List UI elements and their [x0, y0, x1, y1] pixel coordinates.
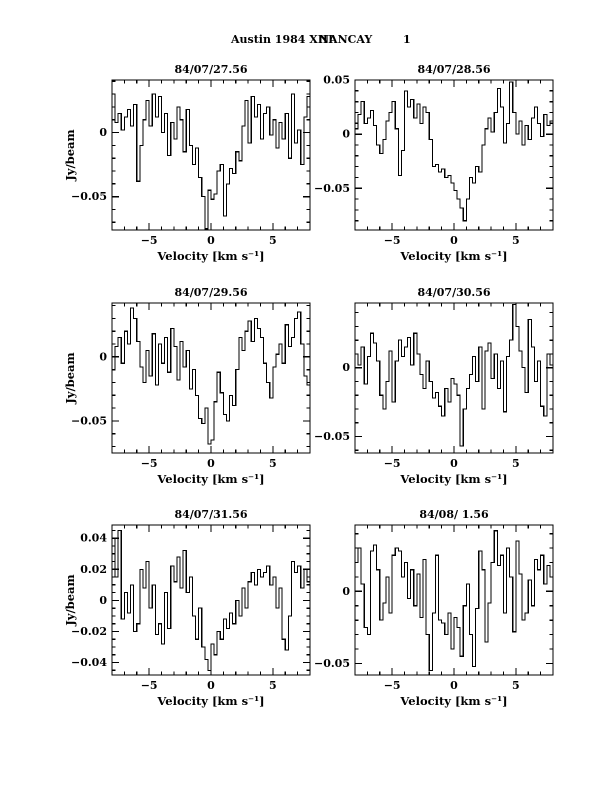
svg-text:−0.02: −0.02 — [71, 625, 107, 638]
x-axis-label: Velocity [km s⁻¹] — [400, 694, 508, 708]
x-axis-label: Velocity [km s⁻¹] — [400, 249, 508, 263]
plot-title: 84/08/ 1.56 — [419, 508, 489, 521]
subplot-84-08-01: 84/08/ 1.56 −5 0 5 0 −0.05 Velocity [km s⁻¹] — [270, 507, 570, 737]
plot-title: 84/07/31.56 — [174, 508, 248, 521]
page-number: 1 — [403, 33, 411, 46]
svg-text:5: 5 — [512, 679, 520, 692]
x-axis-label: Velocity [km s⁻¹] — [400, 472, 508, 486]
svg-text:0.02: 0.02 — [80, 563, 107, 576]
svg-text:0: 0 — [342, 585, 350, 598]
svg-text:−0.04: −0.04 — [71, 656, 107, 669]
subplot-84-07-30: 84/07/30.56 −5 0 5 0 −0.05 Velocity [km s⁻¹] — [270, 285, 570, 515]
spectrum-plot: −5 0 5 0 −0.05 — [314, 524, 554, 692]
svg-text:−5: −5 — [384, 679, 401, 692]
spectrum-plot: −5 0 5 0.05 0 −0.05 — [314, 74, 554, 247]
subplot-84-07-28: 84/07/28.56 −5 0 5 0.05 0 −0.05 Velocity [km … — [270, 62, 570, 292]
y-axis-label: Jy/beam — [63, 129, 77, 181]
plot-title: 84/07/29.56 — [174, 286, 248, 299]
svg-text:−0.05: −0.05 — [71, 414, 107, 427]
svg-text:0: 0 — [207, 234, 215, 247]
spectrum-plot: −5 0 5 0 −0.05 — [314, 302, 554, 470]
svg-text:0: 0 — [99, 126, 107, 139]
header-instrument: NANCAY — [319, 33, 373, 46]
plot-title: 84/07/28.56 — [417, 63, 491, 76]
svg-text:−0.05: −0.05 — [314, 657, 350, 670]
y-axis-label: Jy/beam — [63, 352, 77, 404]
svg-text:−5: −5 — [384, 457, 401, 470]
x-axis-label: Velocity [km s⁻¹] — [157, 472, 265, 486]
plot-title: 84/07/30.56 — [417, 286, 491, 299]
header-title: Austin 1984 XIII — [231, 33, 334, 46]
svg-text:0: 0 — [342, 128, 350, 141]
svg-text:0.04: 0.04 — [80, 532, 107, 545]
spectrum-plot: −5 0 5 0 −0.05 — [71, 302, 311, 470]
svg-text:−0.05: −0.05 — [314, 430, 350, 443]
svg-text:0: 0 — [207, 457, 215, 470]
svg-text:0: 0 — [450, 457, 458, 470]
svg-text:0: 0 — [99, 350, 107, 363]
subplot-84-07-29: 84/07/29.56 −5 0 5 0 −0.05 Velocity [km s⁻¹]… — [27, 285, 327, 515]
svg-text:5: 5 — [269, 234, 277, 247]
svg-text:0: 0 — [207, 679, 215, 692]
svg-text:0.05: 0.05 — [323, 74, 350, 87]
x-axis-label: Velocity [km s⁻¹] — [157, 249, 265, 263]
svg-text:−5: −5 — [384, 234, 401, 247]
svg-text:−0.05: −0.05 — [71, 190, 107, 203]
svg-text:0: 0 — [450, 234, 458, 247]
svg-text:5: 5 — [269, 457, 277, 470]
spectrum-plot: −5 0 5 0.04 0.02 0 −0.02 −0.04 — [71, 524, 311, 692]
svg-text:−5: −5 — [141, 234, 158, 247]
svg-text:−5: −5 — [141, 457, 158, 470]
svg-text:0: 0 — [450, 679, 458, 692]
subplot-84-07-27: 84/07/27.56 −5 0 5 0 −0.05 Velocity [km s⁻¹]… — [27, 62, 327, 292]
svg-text:−5: −5 — [141, 679, 158, 692]
y-axis-label: Jy/beam — [63, 574, 77, 626]
svg-text:5: 5 — [512, 457, 520, 470]
svg-text:−0.05: −0.05 — [314, 182, 350, 195]
svg-text:5: 5 — [512, 234, 520, 247]
subplot-84-07-31: 84/07/31.56 −5 0 5 0.04 0.02 0 −0.02 −0.04 Velo… — [27, 507, 327, 737]
svg-text:0: 0 — [342, 361, 350, 374]
svg-text:0: 0 — [99, 594, 107, 607]
x-axis-label: Velocity [km s⁻¹] — [157, 694, 265, 708]
plot-title: 84/07/27.56 — [174, 63, 248, 76]
spectrum-plot: −5 0 5 0 −0.05 — [71, 79, 311, 247]
svg-text:5: 5 — [269, 679, 277, 692]
